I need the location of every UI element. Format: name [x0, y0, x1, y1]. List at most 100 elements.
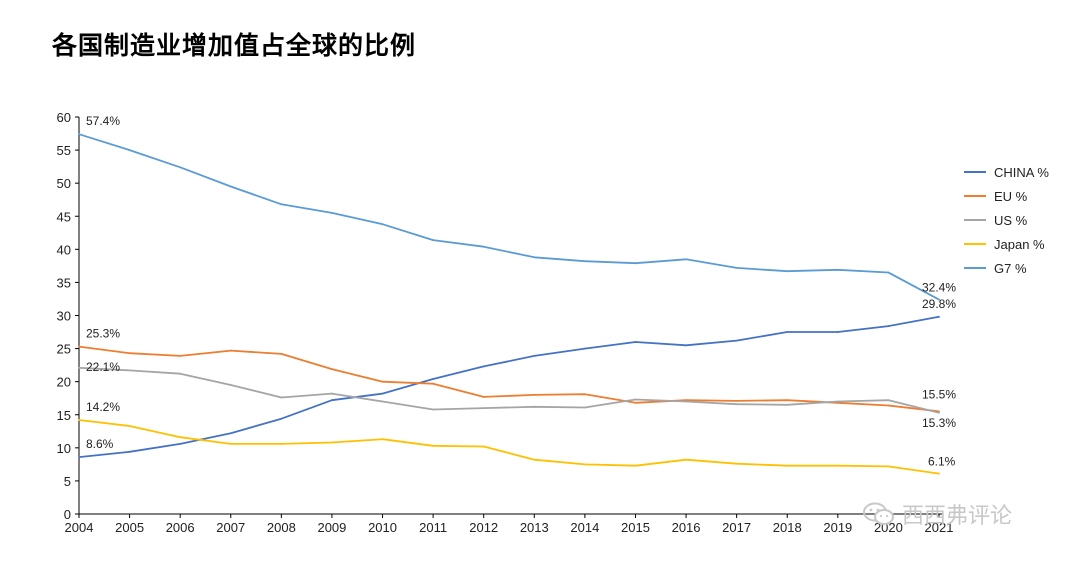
x-tick-label: 2013: [520, 520, 549, 535]
data-point: [583, 347, 586, 350]
data-point: [381, 223, 384, 226]
data-point: [229, 384, 232, 386]
data-point: [533, 256, 536, 259]
data-label: 32.4%: [922, 281, 956, 295]
y-tick-label: 55: [57, 143, 71, 158]
data-point: [583, 406, 586, 409]
x-tick-label: 2004: [65, 520, 94, 535]
x-tick-label: 2017: [722, 520, 751, 535]
legend-label: Japan %: [994, 237, 1045, 252]
data-point: [533, 354, 536, 357]
data-point: [179, 436, 182, 439]
data-point: [331, 392, 333, 395]
y-tick-label: 35: [57, 275, 71, 290]
data-point: [432, 378, 435, 380]
data-point: [786, 399, 789, 402]
data-point: [887, 325, 890, 327]
x-tick-label: 2007: [216, 520, 245, 535]
data-point: [78, 419, 80, 421]
data-point: [482, 407, 485, 410]
data-point: [583, 463, 586, 466]
chart-title: 各国制造业增加值占全球的比例: [52, 31, 417, 60]
data-point: [938, 298, 940, 301]
x-tick-label: 2012: [469, 520, 498, 535]
data-point: [786, 270, 789, 273]
series-line-us: [78, 366, 940, 414]
data-point: [128, 425, 131, 427]
series-line-japan: [78, 419, 940, 475]
x-tick-label: 2006: [166, 520, 195, 535]
x-tick-label: 2018: [773, 520, 802, 535]
data-point: [735, 462, 738, 465]
data-point: [280, 203, 283, 206]
watermark: 西西弗评论: [862, 498, 1012, 530]
data-point: [938, 472, 940, 475]
x-tick-label: 2014: [570, 520, 599, 535]
x-tick-label: 2011: [419, 520, 447, 535]
data-point: [786, 403, 789, 406]
data-point: [128, 369, 131, 372]
data-point: [583, 260, 586, 263]
x-tick-label: 2015: [621, 520, 650, 535]
x-tick-label: 2008: [267, 520, 296, 535]
data-point: [735, 266, 738, 269]
data-point: [938, 315, 940, 318]
data-point: [482, 365, 485, 368]
data-point: [735, 339, 738, 342]
y-tick-label: 30: [57, 309, 71, 324]
data-point: [634, 341, 637, 343]
data-point: [938, 411, 940, 414]
legend-label: EU %: [994, 189, 1028, 204]
wechat-icon: [862, 502, 896, 526]
data-point: [229, 185, 232, 188]
data-point: [887, 465, 890, 468]
data-point: [533, 405, 536, 408]
data-point: [836, 400, 839, 403]
data-point: [280, 442, 283, 445]
data-point: [482, 445, 485, 448]
data-point: [836, 331, 839, 333]
data-point: [887, 399, 890, 402]
data-point: [128, 450, 131, 453]
watermark-text: 西西弗评论: [902, 504, 1013, 529]
data-point: [634, 401, 637, 404]
data-point: [533, 394, 536, 396]
y-tick-label: 20: [57, 375, 71, 390]
legend-label: CHINA %: [994, 165, 1049, 180]
data-label: 22.1%: [86, 360, 120, 374]
data-point: [735, 399, 738, 402]
y-tick-label: 45: [57, 209, 71, 224]
data-point: [78, 133, 80, 136]
series-line-g7: [78, 133, 940, 301]
data-point: [735, 403, 738, 406]
data-point: [432, 382, 435, 385]
data-point: [887, 404, 890, 407]
x-tick-label: 2019: [823, 520, 852, 535]
data-point: [229, 349, 232, 352]
data-point: [280, 396, 283, 399]
chart-data-labels: 57.4% 25.3% 22.1% 14.2% 8.6% 32.4% 29.8% 15.5% 1…: [86, 114, 956, 468]
data-label: 15.3%: [922, 416, 956, 430]
y-tick-label: 50: [57, 176, 71, 191]
data-point: [786, 464, 789, 467]
data-point: [78, 345, 80, 348]
data-label: 57.4%: [86, 114, 120, 128]
data-point: [381, 438, 384, 441]
data-point: [432, 408, 435, 411]
y-tick-label: 40: [57, 242, 71, 257]
data-point: [179, 442, 182, 445]
data-point: [331, 399, 333, 402]
data-label: 6.1%: [928, 455, 956, 469]
data-point: [685, 400, 687, 403]
data-point: [179, 354, 182, 357]
x-tick-label: 2021: [925, 520, 954, 535]
y-tick-label: 0: [64, 507, 71, 522]
data-point: [634, 398, 637, 401]
data-point: [432, 444, 435, 447]
data-point: [786, 331, 789, 333]
data-point: [128, 352, 131, 355]
y-tick-label: 25: [57, 342, 71, 357]
x-tick-label: 2010: [368, 520, 397, 535]
x-tick-label: 2009: [317, 520, 346, 535]
